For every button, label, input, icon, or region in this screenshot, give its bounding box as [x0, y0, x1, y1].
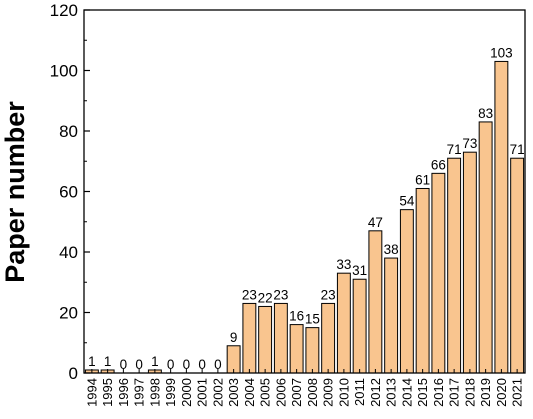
data-label-2007: 16 — [289, 309, 304, 324]
bar-2004 — [242, 302, 257, 374]
bar-2013 — [384, 257, 399, 374]
data-label-2006: 23 — [273, 287, 288, 302]
data-label-2009: 23 — [321, 287, 336, 302]
bar-2006 — [273, 302, 288, 374]
data-label-1995: 1 — [104, 354, 112, 369]
x-tick-label-2020: 2020 — [494, 378, 509, 407]
x-tick-label-1996: 1996 — [116, 378, 131, 407]
x-tick-label-2021: 2021 — [510, 378, 525, 407]
data-label-2005: 22 — [258, 290, 273, 305]
x-tick-label-2009: 2009 — [321, 378, 336, 407]
x-tick-label-2018: 2018 — [462, 378, 477, 407]
y-tick-label-80: 80 — [59, 122, 78, 141]
data-label-1996: 0 — [120, 357, 128, 372]
y-axis-label: Paper number — [0, 101, 30, 283]
data-label-2021: 71 — [510, 142, 525, 157]
x-tick-label-2000: 2000 — [179, 378, 194, 407]
x-tick-label-1998: 1998 — [147, 378, 162, 407]
bar-2007 — [289, 324, 304, 374]
bar-2017 — [447, 157, 462, 374]
data-label-2004: 23 — [242, 287, 257, 302]
y-tick-label-20: 20 — [59, 304, 78, 323]
data-label-2020: 103 — [490, 45, 513, 60]
x-tick-label-2006: 2006 — [273, 378, 288, 407]
bar-2005 — [258, 305, 273, 374]
x-tick-label-2003: 2003 — [226, 378, 241, 407]
x-tick-label-2014: 2014 — [399, 378, 414, 407]
x-tick-label-2012: 2012 — [368, 378, 383, 407]
data-label-2013: 38 — [384, 242, 399, 257]
x-tick-label-2019: 2019 — [478, 378, 493, 407]
bar-2021 — [510, 157, 525, 374]
y-tick-label-0: 0 — [69, 364, 78, 383]
x-tick-label-1994: 1994 — [84, 378, 99, 407]
x-tick-label-2008: 2008 — [305, 378, 320, 407]
x-tick-label-2001: 2001 — [195, 378, 210, 407]
x-tick-label-2002: 2002 — [210, 378, 225, 407]
data-label-2011: 31 — [352, 263, 367, 278]
data-label-1999: 0 — [167, 357, 175, 372]
bar-2009 — [321, 302, 336, 374]
plot-frame — [83, 9, 526, 374]
bar-2016 — [431, 172, 446, 374]
x-tick-label-2010: 2010 — [336, 378, 351, 407]
data-label-2010: 33 — [336, 257, 351, 272]
data-label-1994: 1 — [88, 354, 96, 369]
bar-2010 — [336, 272, 351, 374]
x-tick-label-2011: 2011 — [352, 378, 367, 406]
bar-2015 — [415, 187, 430, 374]
x-tick-label-2005: 2005 — [258, 378, 273, 407]
x-tick-label-1999: 1999 — [163, 378, 178, 407]
data-label-2017: 71 — [447, 142, 462, 157]
data-label-1997: 0 — [135, 357, 143, 372]
bar-2019 — [478, 121, 493, 374]
data-label-2019: 83 — [478, 106, 493, 121]
bar-2008 — [305, 327, 320, 374]
x-tick-label-2004: 2004 — [242, 378, 257, 407]
data-label-2018: 73 — [462, 136, 477, 151]
x-tick-label-2007: 2007 — [289, 378, 304, 407]
data-label-2012: 47 — [368, 215, 383, 230]
bar-2012 — [368, 230, 383, 374]
data-label-2000: 0 — [183, 357, 191, 372]
bar-2020 — [494, 60, 509, 374]
x-tick-label-1997: 1997 — [132, 378, 147, 407]
bar-2003 — [226, 345, 241, 374]
data-label-2015: 61 — [415, 172, 430, 187]
data-label-2008: 15 — [305, 312, 320, 327]
data-label-2001: 0 — [198, 357, 206, 372]
x-tick-label-2016: 2016 — [431, 378, 446, 407]
data-label-2016: 66 — [431, 157, 446, 172]
x-tick-label-1995: 1995 — [100, 378, 115, 407]
y-tick-label-40: 40 — [59, 243, 78, 262]
bar-2018 — [462, 151, 477, 374]
y-tick-label-100: 100 — [50, 62, 78, 81]
bar-2011 — [352, 278, 367, 374]
bar-2014 — [399, 209, 414, 374]
data-label-2002: 0 — [214, 357, 222, 372]
data-label-1998: 1 — [151, 354, 159, 369]
x-tick-label-2015: 2015 — [415, 378, 430, 407]
y-tick-label-60: 60 — [59, 183, 78, 202]
data-label-2003: 9 — [230, 330, 238, 345]
x-tick-label-2017: 2017 — [447, 378, 462, 407]
data-label-2014: 54 — [399, 194, 415, 209]
y-tick-label-120: 120 — [50, 1, 78, 20]
x-tick-label-2013: 2013 — [384, 378, 399, 407]
